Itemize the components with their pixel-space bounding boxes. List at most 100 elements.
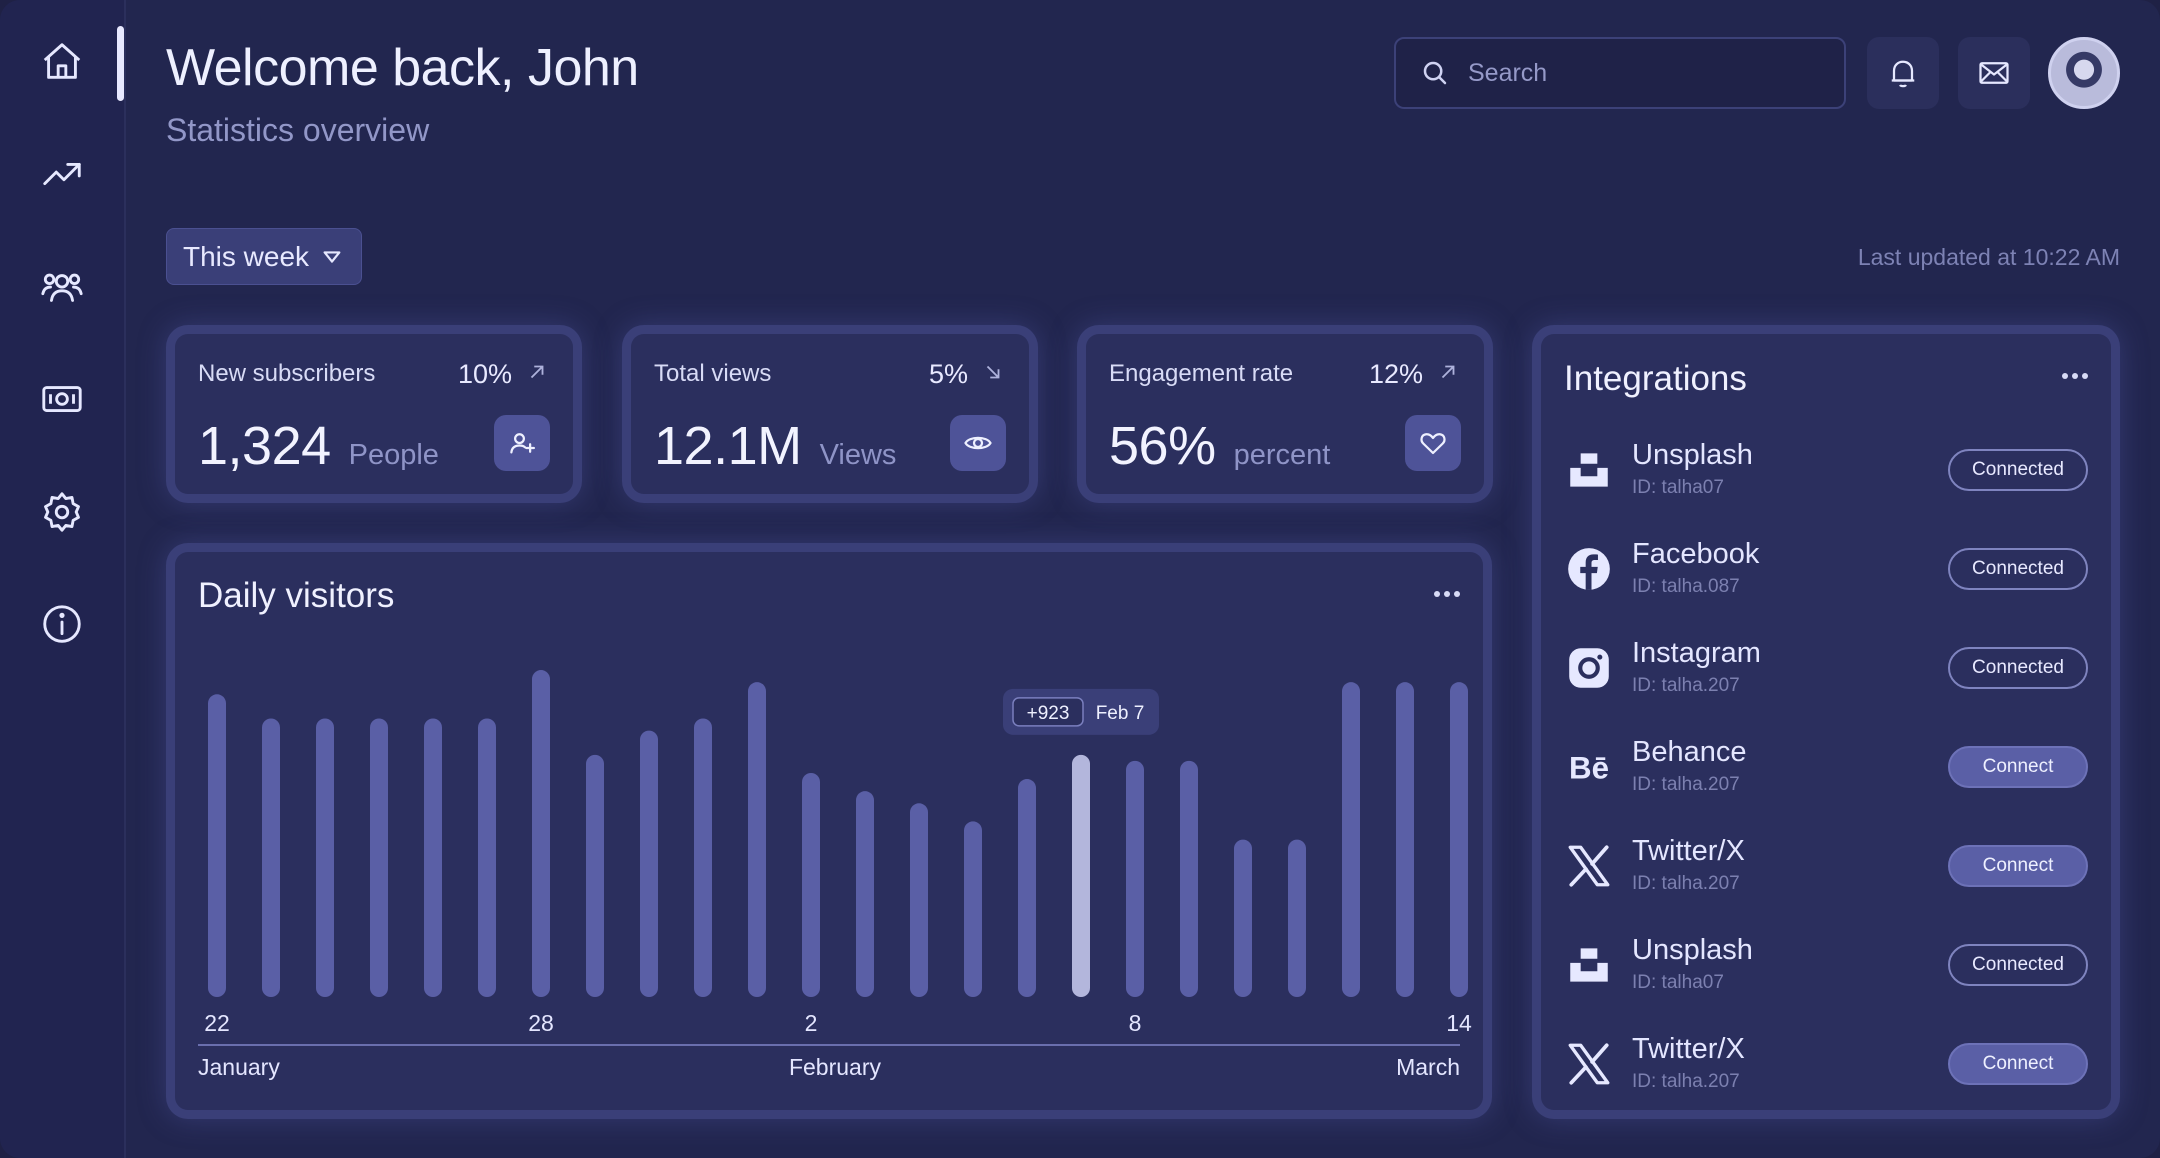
stat-change: 5% xyxy=(928,359,968,389)
unsplash-icon xyxy=(1564,445,1614,495)
connect-button[interactable]: Connect xyxy=(1948,1043,2088,1085)
chart-bar[interactable] xyxy=(1180,760,1198,997)
integration-id: ID: talha.207 xyxy=(1632,1071,1740,1092)
month-label: January xyxy=(198,1054,280,1080)
chart-bar[interactable] xyxy=(208,694,226,997)
page-title: Welcome back, John xyxy=(166,39,639,97)
integration-id: ID: talha.207 xyxy=(1632,774,1740,795)
integration-id: ID: talha07 xyxy=(1632,972,1724,993)
mail-icon xyxy=(1979,62,2009,84)
info-icon[interactable] xyxy=(36,598,88,650)
chart-bar[interactable] xyxy=(694,718,712,997)
search-input[interactable] xyxy=(1466,57,1830,89)
add-user-icon[interactable] xyxy=(494,415,550,471)
money-icon[interactable] xyxy=(36,373,88,425)
integration-row: Unsplash ID: talha07 Connected xyxy=(1564,435,2088,515)
x-tick-label: 28 xyxy=(528,1010,554,1036)
chart-bar[interactable] xyxy=(640,730,658,997)
month-label: March xyxy=(1396,1054,1460,1080)
chart-bar[interactable] xyxy=(910,803,928,997)
stat-unit: Views xyxy=(819,439,897,471)
arrow-down-right-icon xyxy=(986,365,1000,379)
stat-card-views: Total views 5% 12.1M Views xyxy=(622,325,1038,503)
integrations-title: Integrations xyxy=(1564,359,1747,398)
tooltip-date: Feb 7 xyxy=(1096,703,1145,724)
chart-bar[interactable] xyxy=(802,772,820,997)
chart-bar[interactable] xyxy=(370,718,388,997)
connected-button[interactable]: Connected xyxy=(1948,449,2088,491)
users-icon[interactable] xyxy=(36,261,88,313)
connected-button[interactable]: Connected xyxy=(1948,548,2088,590)
stat-change: 12% xyxy=(1368,359,1423,389)
chevron-down-icon xyxy=(323,250,341,263)
x-tick-label: 14 xyxy=(1446,1010,1472,1036)
integration-name: Behance xyxy=(1632,736,1747,768)
tooltip-value-badge xyxy=(1012,697,1084,727)
last-updated-text: Last updated at 10:22 AM xyxy=(1857,244,2120,270)
search-box[interactable] xyxy=(1394,37,1846,109)
instagram-icon xyxy=(1564,643,1614,693)
notifications-button[interactable] xyxy=(1867,37,1939,109)
x-tick-label: 2 xyxy=(805,1010,818,1036)
x-icon xyxy=(1564,1039,1614,1089)
integration-name: Unsplash xyxy=(1632,934,1753,966)
chart-bar[interactable] xyxy=(262,718,280,997)
chart-bar[interactable] xyxy=(316,718,334,997)
chart-bar[interactable] xyxy=(748,682,766,997)
page-subtitle: Statistics overview xyxy=(166,112,430,148)
integration-id: ID: talha.087 xyxy=(1632,576,1740,597)
period-dropdown[interactable]: This week xyxy=(166,228,362,285)
chart-bar[interactable] xyxy=(1018,779,1036,997)
connect-button[interactable]: Connect xyxy=(1948,746,2088,788)
chart-bar[interactable] xyxy=(478,718,496,997)
chart-bar[interactable] xyxy=(964,821,982,997)
chart-bar[interactable] xyxy=(1396,682,1414,997)
svg-text:Bē: Bē xyxy=(1569,750,1609,785)
integration-name: Unsplash xyxy=(1632,439,1753,471)
stat-card-subscribers: New subscribers 10% 1,324 People xyxy=(166,325,582,503)
arrow-up-right-icon xyxy=(1441,365,1455,379)
integrations-more-icon[interactable] xyxy=(2062,373,2088,379)
integration-row: Twitter/X ID: talha.207 Connect xyxy=(1564,831,2088,911)
connect-button[interactable]: Connect xyxy=(1948,845,2088,887)
integration-name: Twitter/X xyxy=(1632,835,1745,867)
stat-unit: People xyxy=(348,439,439,471)
eye-icon[interactable] xyxy=(950,415,1006,471)
stat-label: New subscribers xyxy=(198,360,376,387)
chart-bar[interactable] xyxy=(1234,839,1252,997)
chart-bar[interactable] xyxy=(532,670,550,997)
messages-button[interactable] xyxy=(1958,37,2030,109)
connected-button[interactable]: Connected xyxy=(1948,647,2088,689)
integration-name: Facebook xyxy=(1632,538,1760,570)
chart-bar[interactable] xyxy=(424,718,442,997)
tooltip-value: +923 xyxy=(1027,703,1070,724)
chart-bar[interactable] xyxy=(1342,682,1360,997)
settings-icon[interactable] xyxy=(36,486,88,538)
connected-button[interactable]: Connected xyxy=(1948,944,2088,986)
avatar[interactable] xyxy=(2048,37,2120,109)
stat-value: 12.1M Views xyxy=(654,415,896,477)
chart-more-icon[interactable] xyxy=(1434,591,1460,597)
sidebar xyxy=(0,0,126,1158)
trending-up-icon[interactable] xyxy=(36,148,88,200)
integration-id: ID: talha07 xyxy=(1632,477,1724,498)
bell-icon xyxy=(1891,60,1915,88)
period-label: This week xyxy=(183,240,310,272)
chart-bar[interactable] xyxy=(1288,839,1306,997)
month-label: February xyxy=(789,1054,882,1080)
chart-bar[interactable] xyxy=(1072,754,1090,997)
stat-number: 56% xyxy=(1109,416,1216,476)
heart-icon[interactable] xyxy=(1405,415,1461,471)
home-icon[interactable] xyxy=(36,36,88,88)
chart-bar[interactable] xyxy=(586,754,604,997)
x-icon xyxy=(1564,841,1614,891)
integration-id: ID: talha.207 xyxy=(1632,873,1740,894)
arrow-up-right-icon xyxy=(530,365,544,379)
chart-bar[interactable] xyxy=(1450,682,1468,997)
chart-bar[interactable] xyxy=(856,791,874,997)
chart-bar[interactable] xyxy=(1126,760,1144,997)
integration-row: Instagram ID: talha.207 Connected xyxy=(1564,633,2088,713)
sidebar-active-indicator xyxy=(117,26,124,101)
